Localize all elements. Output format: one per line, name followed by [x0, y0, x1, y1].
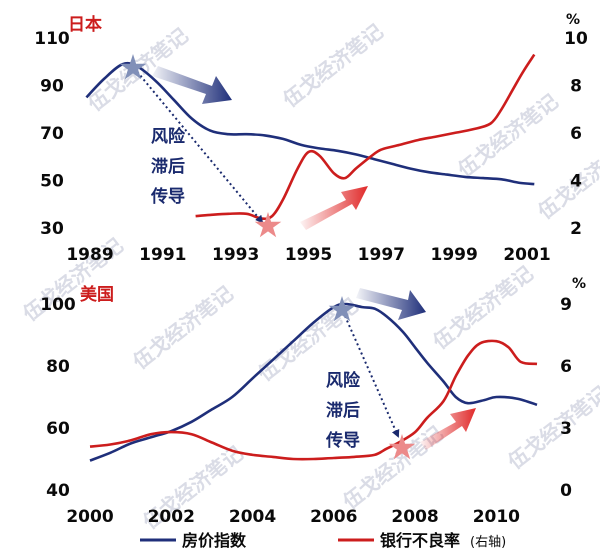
- us-right-tick-label: 9: [560, 295, 572, 315]
- us-annotation-line-1: 风险: [326, 370, 361, 391]
- watermark-text: 伍戈经济笔记: [503, 381, 600, 474]
- watermark-text: 伍戈经济笔记: [428, 261, 538, 354]
- japan-npl-ratio-line: [195, 53, 536, 221]
- us-right-axis: 9 6 3 0: [560, 295, 572, 501]
- japan-x-tick-label: 1991: [139, 245, 186, 265]
- us-annotation-line-3: 传导: [325, 430, 360, 451]
- us-blue-trend-arrow: [356, 288, 426, 320]
- watermark-text: 伍戈经济笔记: [278, 19, 388, 112]
- japan-right-axis-unit: %: [566, 12, 580, 28]
- japan-right-tick-label: 2: [570, 219, 582, 239]
- us-right-tick-label: 0: [560, 481, 572, 501]
- japan-x-tick-label: 1999: [431, 245, 478, 265]
- japan-right-tick-label: 4: [570, 172, 582, 192]
- japan-npl-star-icon: [254, 212, 282, 238]
- japan-x-axis: 1989 1991 1993 1995 1997 1999 2001: [66, 245, 550, 265]
- us-country-label: 美国: [80, 284, 114, 305]
- japan-panel: 日本 % 110 90 70 50 30 10 8 6 4 2 1989 1991 1993 1995…: [34, 12, 588, 265]
- us-x-axis: 2000 2002 2004 2006 2008 2010: [66, 507, 520, 527]
- legend-house-label: 房价指数: [182, 531, 247, 550]
- japan-x-tick-label: 2001: [503, 245, 550, 265]
- us-x-tick-label: 2000: [66, 507, 113, 527]
- watermark-text: 伍戈经济笔记: [128, 281, 238, 374]
- watermark-text: 伍戈经济笔记: [453, 89, 563, 182]
- legend: 房价指数 银行不良率 (右轴): [140, 531, 506, 550]
- us-x-tick-label: 2008: [391, 507, 438, 527]
- us-left-axis: 100 80 60 40: [40, 295, 76, 501]
- japan-right-axis: 10 8 6 4 2: [564, 29, 588, 239]
- us-left-tick-label: 100: [40, 295, 76, 315]
- japan-right-tick-label: 8: [570, 77, 582, 97]
- us-x-tick-label: 2002: [148, 507, 195, 527]
- japan-x-tick-label: 1997: [358, 245, 405, 265]
- us-x-tick-label: 2004: [229, 507, 276, 527]
- japan-x-tick-label: 1993: [212, 245, 259, 265]
- legend-npl-label: 银行不良率: [380, 531, 460, 550]
- us-right-axis-unit: %: [572, 276, 586, 292]
- us-npl-star-icon: [388, 434, 416, 460]
- us-red-trend-arrow: [420, 408, 476, 450]
- us-left-tick-label: 40: [46, 481, 70, 501]
- japan-annotation-line-1: 风险: [151, 126, 186, 147]
- japan-left-tick-label: 70: [40, 124, 64, 144]
- japan-annotation-line-2: 滞后: [151, 157, 185, 177]
- us-peak-star-icon: [328, 296, 356, 322]
- japan-peak-star-icon: [119, 54, 147, 80]
- japan-country-label: 日本: [68, 14, 102, 35]
- us-x-tick-label: 2006: [310, 507, 357, 527]
- japan-red-trend-arrow: [300, 186, 368, 230]
- us-right-tick-label: 3: [560, 419, 572, 439]
- japan-x-tick-label: 1995: [285, 245, 332, 265]
- legend-npl-suffix: (右轴): [470, 535, 506, 550]
- japan-left-tick-label: 50: [40, 172, 64, 192]
- japan-lag-dotted-arrow: [133, 67, 264, 224]
- japan-left-tick-label: 90: [40, 77, 64, 97]
- japan-left-tick-label: 110: [34, 29, 70, 49]
- japan-right-tick-label: 10: [564, 29, 588, 49]
- japan-annotation-line-3: 传导: [150, 186, 185, 207]
- japan-blue-trend-arrow: [152, 66, 232, 104]
- japan-left-tick-label: 30: [40, 219, 64, 239]
- japan-left-axis: 110 90 70 50 30: [34, 29, 70, 239]
- us-right-tick-label: 6: [560, 357, 572, 377]
- us-left-tick-label: 80: [46, 357, 70, 377]
- watermark-text: 伍戈经济笔记: [533, 131, 600, 224]
- japan-house-price-line: [85, 61, 535, 186]
- japan-right-tick-label: 6: [570, 124, 582, 144]
- us-left-tick-label: 60: [46, 419, 70, 439]
- us-npl-ratio-line: [89, 339, 538, 461]
- us-x-tick-label: 2010: [473, 507, 520, 527]
- japan-x-tick-label: 1989: [66, 245, 113, 265]
- us-annotation-line-2: 滞后: [326, 401, 360, 421]
- us-panel: 美国 % 100 80 60 40 9 6 3 0 2000 2002 2004 2006 2008…: [40, 276, 586, 527]
- us-lag-dotted-arrow: [344, 315, 400, 438]
- us-house-price-line: [89, 302, 538, 462]
